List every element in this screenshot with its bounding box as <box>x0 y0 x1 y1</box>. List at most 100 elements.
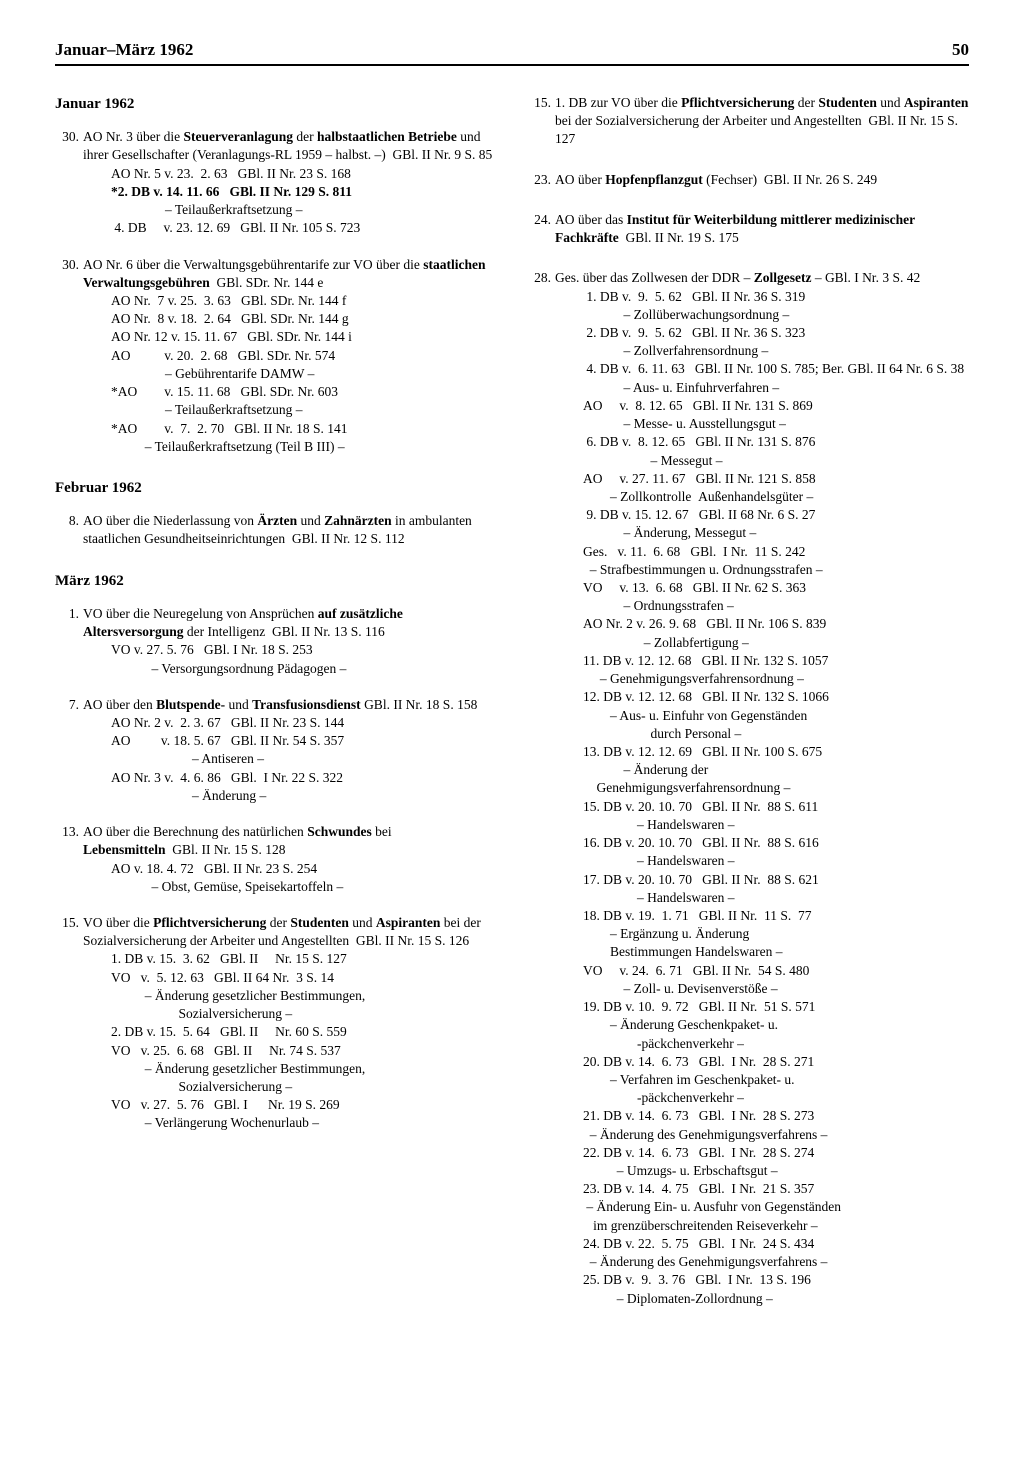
entry-number: 30. <box>55 256 79 274</box>
entry-subline: – Strafbestimmungen u. Ordnungsstrafen – <box>555 561 969 579</box>
section-title: Februar 1962 <box>55 478 497 498</box>
entry-number: 24. <box>527 211 551 229</box>
entry-subline: 13. DB v. 12. 12. 69 GBl. II Nr. 100 S. … <box>555 743 969 761</box>
entry-subline: – Änderung Geschenkpaket- u. <box>555 1016 969 1034</box>
entry-subline: – Teilaußerkraftsetzung – <box>83 201 497 219</box>
legal-entry: 28.Ges. über das Zollwesen der DDR – Zol… <box>527 269 969 1307</box>
entry-subline: 16. DB v. 20. 10. 70 GBl. II Nr. 88 S. 6… <box>555 834 969 852</box>
page-number: 50 <box>952 40 969 60</box>
entry-subline: 20. DB v. 14. 6. 73 GBl. I Nr. 28 S. 271 <box>555 1053 969 1071</box>
entry-subline: -päckchenverkehr – <box>555 1089 969 1107</box>
entry-subline: – Änderung Ein- u. Ausfuhr von Gegenstän… <box>555 1198 969 1216</box>
entry-subline: 9. DB v. 15. 12. 67 GBl. II 68 Nr. 6 S. … <box>555 506 969 524</box>
entry-subline: AO Nr. 12 v. 15. 11. 67 GBl. SDr. Nr. 14… <box>83 328 497 346</box>
entry-number: 13. <box>55 823 79 841</box>
legal-entry: 23.AO über Hopfenpflanzgut (Fechser) GBl… <box>527 171 969 189</box>
entry-subline: – Verfahren im Geschenkpaket- u. <box>555 1071 969 1089</box>
entry-subline: -päckchenverkehr – <box>555 1035 969 1053</box>
entry-subline: – Handelswaren – <box>555 852 969 870</box>
entry-subline: – Zollverfahrensordnung – <box>555 342 969 360</box>
entry-subline: – Handelswaren – <box>555 816 969 834</box>
entry-subline: – Änderung, Messegut – <box>555 524 969 542</box>
entry-subline: AO Nr. 7 v. 25. 3. 63 GBl. SDr. Nr. 144 … <box>83 292 497 310</box>
entry-subline: 12. DB v. 12. 12. 68 GBl. II Nr. 132 S. … <box>555 688 969 706</box>
entry-subline: AO Nr. 5 v. 23. 2. 63 GBl. II Nr. 23 S. … <box>83 165 497 183</box>
entry-subline: Sozialversicherung – <box>83 1005 497 1023</box>
entry-number: 7. <box>55 696 79 714</box>
entry-subline: 2. DB v. 9. 5. 62 GBl. II Nr. 36 S. 323 <box>555 324 969 342</box>
entry-subline: AO v. 18. 4. 72 GBl. II Nr. 23 S. 254 <box>83 860 497 878</box>
entry-subline: 6. DB v. 8. 12. 65 GBl. II Nr. 131 S. 87… <box>555 433 969 451</box>
entry-subline: Sozialversicherung – <box>83 1078 497 1096</box>
entry-subline: AO Nr. 2 v. 2. 3. 67 GBl. II Nr. 23 S. 1… <box>83 714 497 732</box>
left-column: Januar 1962 30.AO Nr. 3 über die Steuerve… <box>55 94 497 1326</box>
entry-subline: – Zollabfertigung – <box>555 634 969 652</box>
content-columns: Januar 1962 30.AO Nr. 3 über die Steuerve… <box>55 94 969 1326</box>
entry-number: 8. <box>55 512 79 530</box>
entry-subline: – Diplomaten-Zollordnung – <box>555 1290 969 1308</box>
entry-subline: – Genehmigungsverfahrensordnung – <box>555 670 969 688</box>
entry-subline: AO v. 18. 5. 67 GBl. II Nr. 54 S. 357 <box>83 732 497 750</box>
section-title: Januar 1962 <box>55 94 497 114</box>
entry-number: 28. <box>527 269 551 287</box>
entry-subline: – Änderung gesetzlicher Bestimmungen, <box>83 1060 497 1078</box>
entry-subline: 23. DB v. 14. 4. 75 GBl. I Nr. 21 S. 357 <box>555 1180 969 1198</box>
entry-subline: 22. DB v. 14. 6. 73 GBl. I Nr. 28 S. 274 <box>555 1144 969 1162</box>
entry-number: 30. <box>55 128 79 146</box>
entry-subline: – Änderung des Genehmigungsverfahrens – <box>555 1253 969 1271</box>
entry-subline: 21. DB v. 14. 6. 73 GBl. I Nr. 28 S. 273 <box>555 1107 969 1125</box>
legal-entry: 15.VO über die Pflichtversicherung der S… <box>55 914 497 1133</box>
entry-subline: 17. DB v. 20. 10. 70 GBl. II Nr. 88 S. 6… <box>555 871 969 889</box>
legal-entry: 7.AO über den Blutspende- und Transfusio… <box>55 696 497 805</box>
entry-subline: 18. DB v. 19. 1. 71 GBl. II Nr. 11 S. 77 <box>555 907 969 925</box>
entry-subline: 25. DB v. 9. 3. 76 GBl. I Nr. 13 S. 196 <box>555 1271 969 1289</box>
entry-subline: VO v. 13. 6. 68 GBl. II Nr. 62 S. 363 <box>555 579 969 597</box>
entry-subline: – Zollüberwachungsordnung – <box>555 306 969 324</box>
entry-subline: – Zollkontrolle Außenhandelsgüter – <box>555 488 969 506</box>
entry-subline: 1. DB v. 15. 3. 62 GBl. II Nr. 15 S. 127 <box>83 950 497 968</box>
entry-subline: – Zoll- u. Devisenverstöße – <box>555 980 969 998</box>
entry-subline: – Aus- u. Einfuhrverfahren – <box>555 379 969 397</box>
page: Januar–März 1962 50 Januar 196230.AO Nr.… <box>0 0 1024 1475</box>
entry-subline: – Handelswaren – <box>555 889 969 907</box>
entry-subline: Genehmigungsverfahrensordnung – <box>555 779 969 797</box>
entry-subline: – Änderung der <box>555 761 969 779</box>
entry-subline: – Änderung des Genehmigungsverfahrens – <box>555 1126 969 1144</box>
legal-entry: 1.VO über die Neuregelung von Ansprüchen… <box>55 605 497 678</box>
entry-subline: AO Nr. 2 v. 26. 9. 68 GBl. II Nr. 106 S.… <box>555 615 969 633</box>
entry-subline: durch Personal – <box>555 725 969 743</box>
entry-subline: AO v. 20. 2. 68 GBl. SDr. Nr. 574 <box>83 347 497 365</box>
legal-entry: 30.AO Nr. 3 über die Steuerveranlagung d… <box>55 128 497 237</box>
entry-subline: 4. DB v. 23. 12. 69 GBl. II Nr. 105 S. 7… <box>83 219 497 237</box>
entry-number: 23. <box>527 171 551 189</box>
entry-subline: 19. DB v. 10. 9. 72 GBl. II Nr. 51 S. 57… <box>555 998 969 1016</box>
entry-subline: Ges. v. 11. 6. 68 GBl. I Nr. 11 S. 242 <box>555 543 969 561</box>
entry-subline: – Teilaußerkraftsetzung (Teil B III) – <box>83 438 497 456</box>
entry-subline: 24. DB v. 22. 5. 75 GBl. I Nr. 24 S. 434 <box>555 1235 969 1253</box>
section-title: März 1962 <box>55 571 497 591</box>
entry-number: 15. <box>55 914 79 932</box>
entry-subline: – Obst, Gemüse, Speisekartoffeln – <box>83 878 497 896</box>
entry-subline: AO Nr. 8 v. 18. 2. 64 GBl. SDr. Nr. 144 … <box>83 310 497 328</box>
entry-subline: – Ordnungsstrafen – <box>555 597 969 615</box>
entry-number: 1. <box>55 605 79 623</box>
legal-entry: 8.AO über die Niederlassung von Ärzten u… <box>55 512 497 548</box>
header-date-range: Januar–März 1962 <box>55 40 193 60</box>
page-header: Januar–März 1962 50 <box>55 40 969 66</box>
entry-subline: – Aus- u. Einfuhr von Gegenständen <box>555 707 969 725</box>
entry-subline: VO v. 5. 12. 63 GBl. II 64 Nr. 3 S. 14 <box>83 969 497 987</box>
legal-entry: 24.AO über das Institut für Weiterbildun… <box>527 211 969 247</box>
entry-subline: VO v. 27. 5. 76 GBl. I Nr. 19 S. 269 <box>83 1096 497 1114</box>
entry-subline: VO v. 24. 6. 71 GBl. II Nr. 54 S. 480 <box>555 962 969 980</box>
entry-subline: Bestimmungen Handelswaren – <box>555 943 969 961</box>
entry-subline: – Messegut – <box>555 452 969 470</box>
entry-subline: *2. DB v. 14. 11. 66 GBl. II Nr. 129 S. … <box>83 183 497 201</box>
entry-subline: 4. DB v. 6. 11. 63 GBl. II Nr. 100 S. 78… <box>555 360 969 378</box>
entry-subline: im grenzüberschreitenden Reiseverkehr – <box>555 1217 969 1235</box>
entry-subline: AO Nr. 3 v. 4. 6. 86 GBl. I Nr. 22 S. 32… <box>83 769 497 787</box>
entry-subline: – Messe- u. Ausstellungsgut – <box>555 415 969 433</box>
entry-subline: AO v. 8. 12. 65 GBl. II Nr. 131 S. 869 <box>555 397 969 415</box>
entry-subline: VO v. 27. 5. 76 GBl. I Nr. 18 S. 253 <box>83 641 497 659</box>
entry-number: 15. <box>527 94 551 112</box>
entry-subline: AO v. 27. 11. 67 GBl. II Nr. 121 S. 858 <box>555 470 969 488</box>
